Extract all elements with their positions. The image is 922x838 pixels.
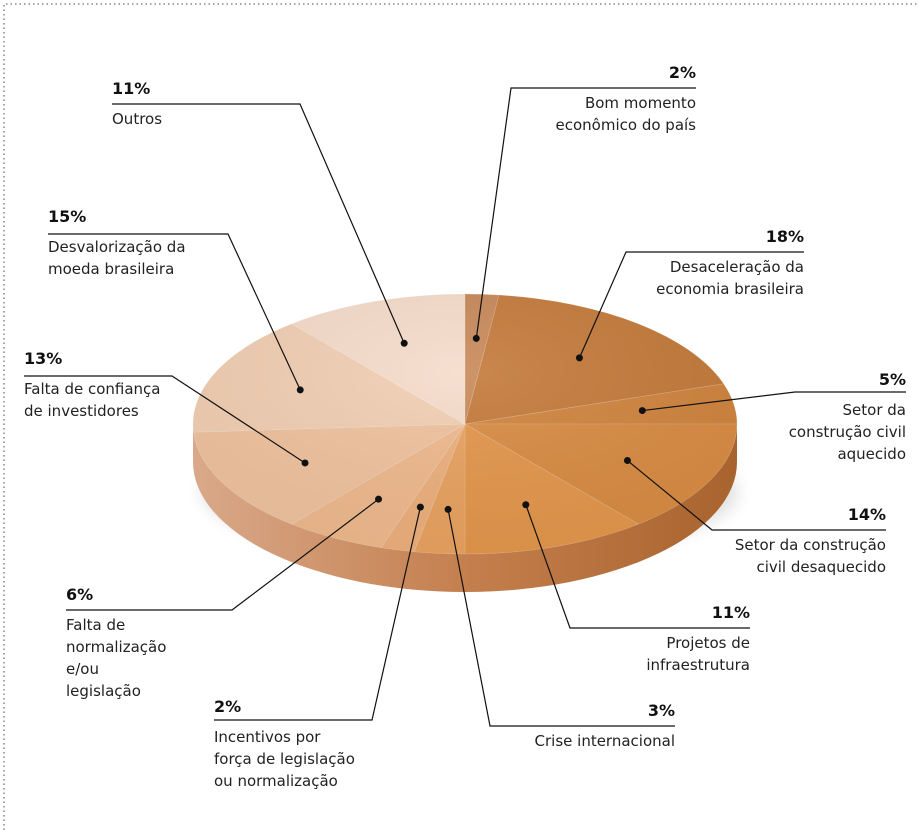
slice-percent: 14% (848, 505, 886, 524)
slice-label: ou normalização (214, 772, 338, 790)
slice-percent: 11% (712, 603, 750, 622)
slice-label: econômico do país (556, 116, 697, 134)
slice-percent: 2% (669, 63, 696, 82)
slice-percent: 11% (112, 79, 150, 98)
slice-label: Setor da construção (735, 536, 886, 554)
leader-line (525, 504, 750, 629)
leader-line (642, 391, 906, 412)
slice-label: Bom momento (585, 94, 696, 112)
slice-label: Desvalorização da (48, 238, 186, 256)
leader-line (578, 251, 804, 359)
leader-line (447, 509, 675, 727)
slice-percent: 15% (48, 207, 86, 226)
leader-line (475, 87, 696, 339)
leader-line (66, 498, 379, 611)
slice-label: Desaceleração da (670, 258, 804, 276)
slice-label: legislação (66, 682, 141, 700)
slice-label: força de legislação (214, 750, 355, 768)
slice-percent: 18% (766, 227, 804, 246)
leader-line (24, 375, 306, 464)
slice-label: construção civil (789, 423, 906, 441)
slice-label: Projetos de (666, 634, 750, 652)
slice-labels: 2% Bom momento econômico do país 18% Desacel… (24, 63, 906, 790)
slice-label: infraestrutura (646, 656, 750, 674)
slice-label: Falta de confiança (24, 380, 161, 398)
leader-dot (444, 505, 452, 513)
slice-percent: 3% (648, 701, 675, 720)
leader-line (48, 233, 301, 391)
slice-percent: 2% (214, 697, 241, 716)
slice-label: Outros (112, 110, 162, 128)
slice-label: Crise internacional (535, 732, 675, 750)
slice-label: economia brasileira (656, 280, 804, 298)
leader-lines (24, 87, 906, 727)
leader-line (627, 460, 886, 531)
slice-label: Falta de (66, 616, 125, 634)
slice-label: Setor da (843, 401, 906, 419)
dotted-frame (3, 3, 918, 830)
slice-label: Incentivos por (214, 728, 321, 746)
slice-label: de investidores (24, 402, 139, 420)
slice-label: aquecido (837, 445, 906, 463)
slice-percent: 6% (66, 585, 93, 604)
leader-line (214, 506, 421, 721)
slice-label: civil desaquecido (756, 558, 886, 576)
leader-line (112, 103, 405, 344)
slice-label: normalização (66, 638, 166, 656)
slice-label: moeda brasileira (48, 260, 174, 278)
slice-label: e/ou (66, 660, 99, 678)
slice-percent: 5% (879, 370, 906, 389)
pie-side (193, 424, 737, 592)
slice-percent: 13% (24, 349, 62, 368)
pie-top-shade (193, 294, 737, 554)
